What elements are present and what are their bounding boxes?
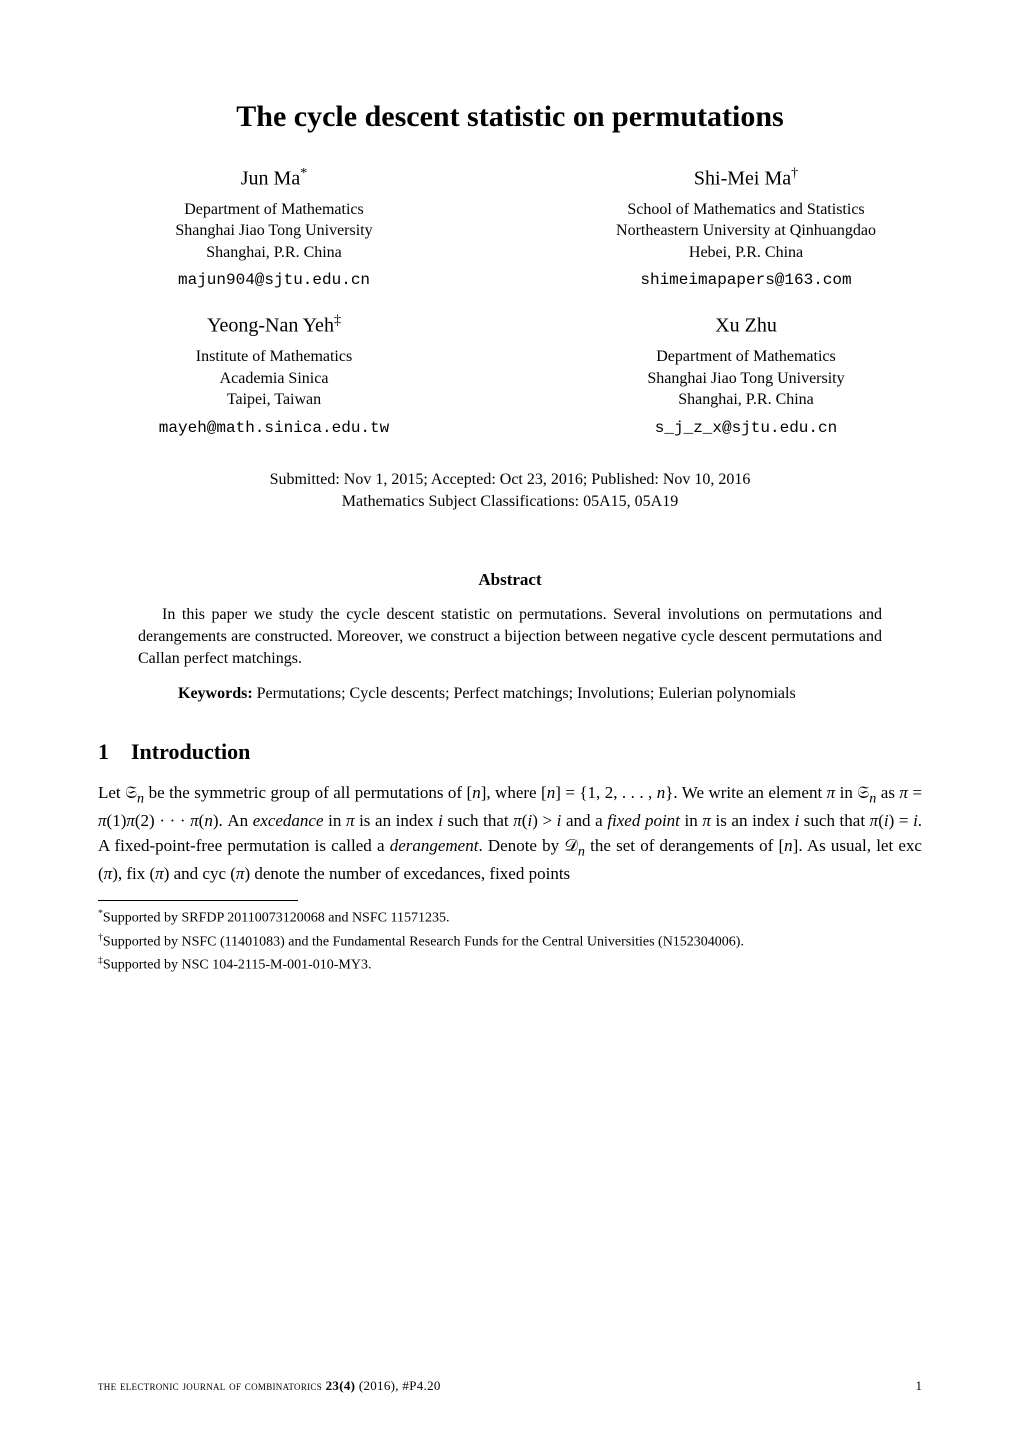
aff-line: Department of Mathematics xyxy=(98,199,450,221)
author-block-3: Yeong-Nan Yeh‡ Institute of Mathematics … xyxy=(98,313,450,456)
submitted-line: Submitted: Nov 1, 2015; Accepted: Oct 23… xyxy=(98,469,922,491)
author-block-1: Jun Ma* Department of Mathematics Shangh… xyxy=(98,166,450,309)
section-number: 1 xyxy=(98,739,109,764)
msc-line: Mathematics Subject Classifications: 05A… xyxy=(98,491,922,513)
author-name-text: Jun Ma xyxy=(241,168,300,190)
footer-page-number: 1 xyxy=(916,1378,923,1394)
abstract-paragraph: In this paper we study the cycle descent… xyxy=(138,604,882,671)
footnotes: *Supported by SRFDP 20110073120068 and N… xyxy=(98,907,922,976)
abstract-heading: Abstract xyxy=(98,570,922,590)
paper-title: The cycle descent statistic on permutati… xyxy=(98,100,922,134)
author-name: Shi-Mei Ma† xyxy=(570,166,922,191)
footer-journal: the electronic journal of combinatorics … xyxy=(98,1378,441,1394)
keywords-line: Keywords: Permutations; Cycle descents; … xyxy=(178,683,842,705)
author-email: majun904@sjtu.edu.cn xyxy=(98,271,450,289)
aff-line: Shanghai, P.R. China xyxy=(98,242,450,264)
author-email: s_j_z_x@sjtu.edu.cn xyxy=(570,419,922,437)
submission-info: Submitted: Nov 1, 2015; Accepted: Oct 23… xyxy=(98,469,922,514)
aff-line: Department of Mathematics xyxy=(570,346,922,368)
author-block-2: Shi-Mei Ma† School of Mathematics and St… xyxy=(570,166,922,309)
author-name: Xu Zhu xyxy=(570,313,922,338)
footnote-text: Supported by NSFC (11401083) and the Fun… xyxy=(103,935,744,950)
author-name: Yeong-Nan Yeh‡ xyxy=(98,313,450,338)
author-affiliation: Department of Mathematics Shanghai Jiao … xyxy=(570,346,922,411)
footnote-2: †Supported by NSFC (11401083) and the Fu… xyxy=(98,931,922,953)
author-sup: † xyxy=(791,166,798,181)
abstract-body: In this paper we study the cycle descent… xyxy=(138,604,882,706)
section-title: Introduction xyxy=(131,739,250,764)
author-sup: ‡ xyxy=(334,313,341,328)
footnote-text: Supported by SRFDP 20110073120068 and NS… xyxy=(103,911,450,926)
author-block-4: Xu Zhu Department of Mathematics Shangha… xyxy=(570,313,922,456)
author-name-text: Xu Zhu xyxy=(715,315,777,337)
author-affiliation: Department of Mathematics Shanghai Jiao … xyxy=(98,199,450,264)
aff-line: Taipei, Taiwan xyxy=(98,389,450,411)
section-heading-introduction: 1 Introduction xyxy=(98,739,922,765)
keywords-label: Keywords: xyxy=(178,685,253,702)
author-name: Jun Ma* xyxy=(98,166,450,191)
aff-line: Shanghai Jiao Tong University xyxy=(98,220,450,242)
author-email: mayeh@math.sinica.edu.tw xyxy=(98,419,450,437)
author-email: shimeimapapers@163.com xyxy=(570,271,922,289)
author-name-text: Shi-Mei Ma xyxy=(694,168,791,190)
aff-line: Institute of Mathematics xyxy=(98,346,450,368)
author-sup: * xyxy=(300,166,307,181)
footnote-1: *Supported by SRFDP 20110073120068 and N… xyxy=(98,907,922,929)
page-footer: the electronic journal of combinatorics … xyxy=(98,1378,922,1394)
author-affiliation: Institute of Mathematics Academia Sinica… xyxy=(98,346,450,411)
keywords-text: Permutations; Cycle descents; Perfect ma… xyxy=(253,685,796,702)
aff-line: Academia Sinica xyxy=(98,368,450,390)
footnote-text: Supported by NSC 104-2115-M-001-010-MY3. xyxy=(103,958,372,973)
aff-line: Northeastern University at Qinhuangdao xyxy=(570,220,922,242)
aff-line: Shanghai Jiao Tong University xyxy=(570,368,922,390)
author-name-text: Yeong-Nan Yeh xyxy=(207,315,334,337)
aff-line: Shanghai, P.R. China xyxy=(570,389,922,411)
author-affiliation: School of Mathematics and Statistics Nor… xyxy=(570,199,922,264)
authors-row-1: Jun Ma* Department of Mathematics Shangh… xyxy=(98,166,922,309)
authors-row-2: Yeong-Nan Yeh‡ Institute of Mathematics … xyxy=(98,313,922,456)
footnote-3: ‡Supported by NSC 104-2115-M-001-010-MY3… xyxy=(98,954,922,976)
footnote-rule xyxy=(98,900,298,901)
intro-paragraph: Let 𝔖n be the symmetric group of all per… xyxy=(98,781,922,886)
aff-line: Hebei, P.R. China xyxy=(570,242,922,264)
aff-line: School of Mathematics and Statistics xyxy=(570,199,922,221)
